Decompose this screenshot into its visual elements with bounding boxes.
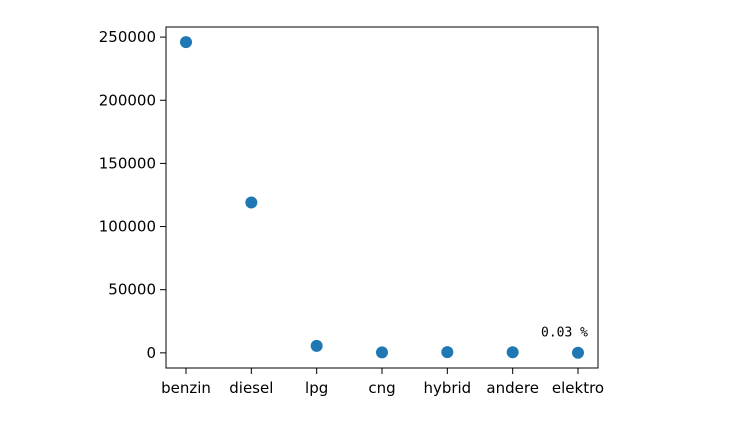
data-point [376, 346, 388, 359]
y-tick-label: 250000 [99, 28, 156, 46]
y-tick-label: 0 [146, 344, 156, 362]
y-axis: 0 50000 100000 150000 200000 250000 [99, 28, 166, 362]
x-tick-label: andere [486, 379, 539, 397]
y-tick-label: 100000 [99, 218, 156, 236]
annotations: 0.03 % [541, 325, 588, 340]
data-point [310, 339, 323, 352]
x-tick-label: elektro [552, 379, 604, 397]
data-point [572, 346, 584, 359]
x-tick-label: benzin [161, 379, 211, 397]
data-point [441, 346, 454, 359]
y-tick-label: 200000 [99, 91, 156, 109]
data-point [506, 346, 519, 359]
data-point [245, 196, 258, 209]
plot-frame [165, 26, 599, 369]
x-axis: benzin diesel lpg cng hybrid andere elektro [161, 368, 604, 397]
x-tick-label: lpg [305, 379, 328, 397]
annotation-label: 0.03 % [541, 325, 588, 340]
x-tick-label: cng [368, 379, 395, 397]
x-tick-label: diesel [229, 379, 273, 397]
y-tick-label: 50000 [108, 281, 156, 299]
data-points [180, 36, 584, 359]
y-tick-label: 150000 [99, 154, 156, 172]
data-point [180, 36, 192, 49]
x-tick-label: hybrid [423, 379, 471, 397]
